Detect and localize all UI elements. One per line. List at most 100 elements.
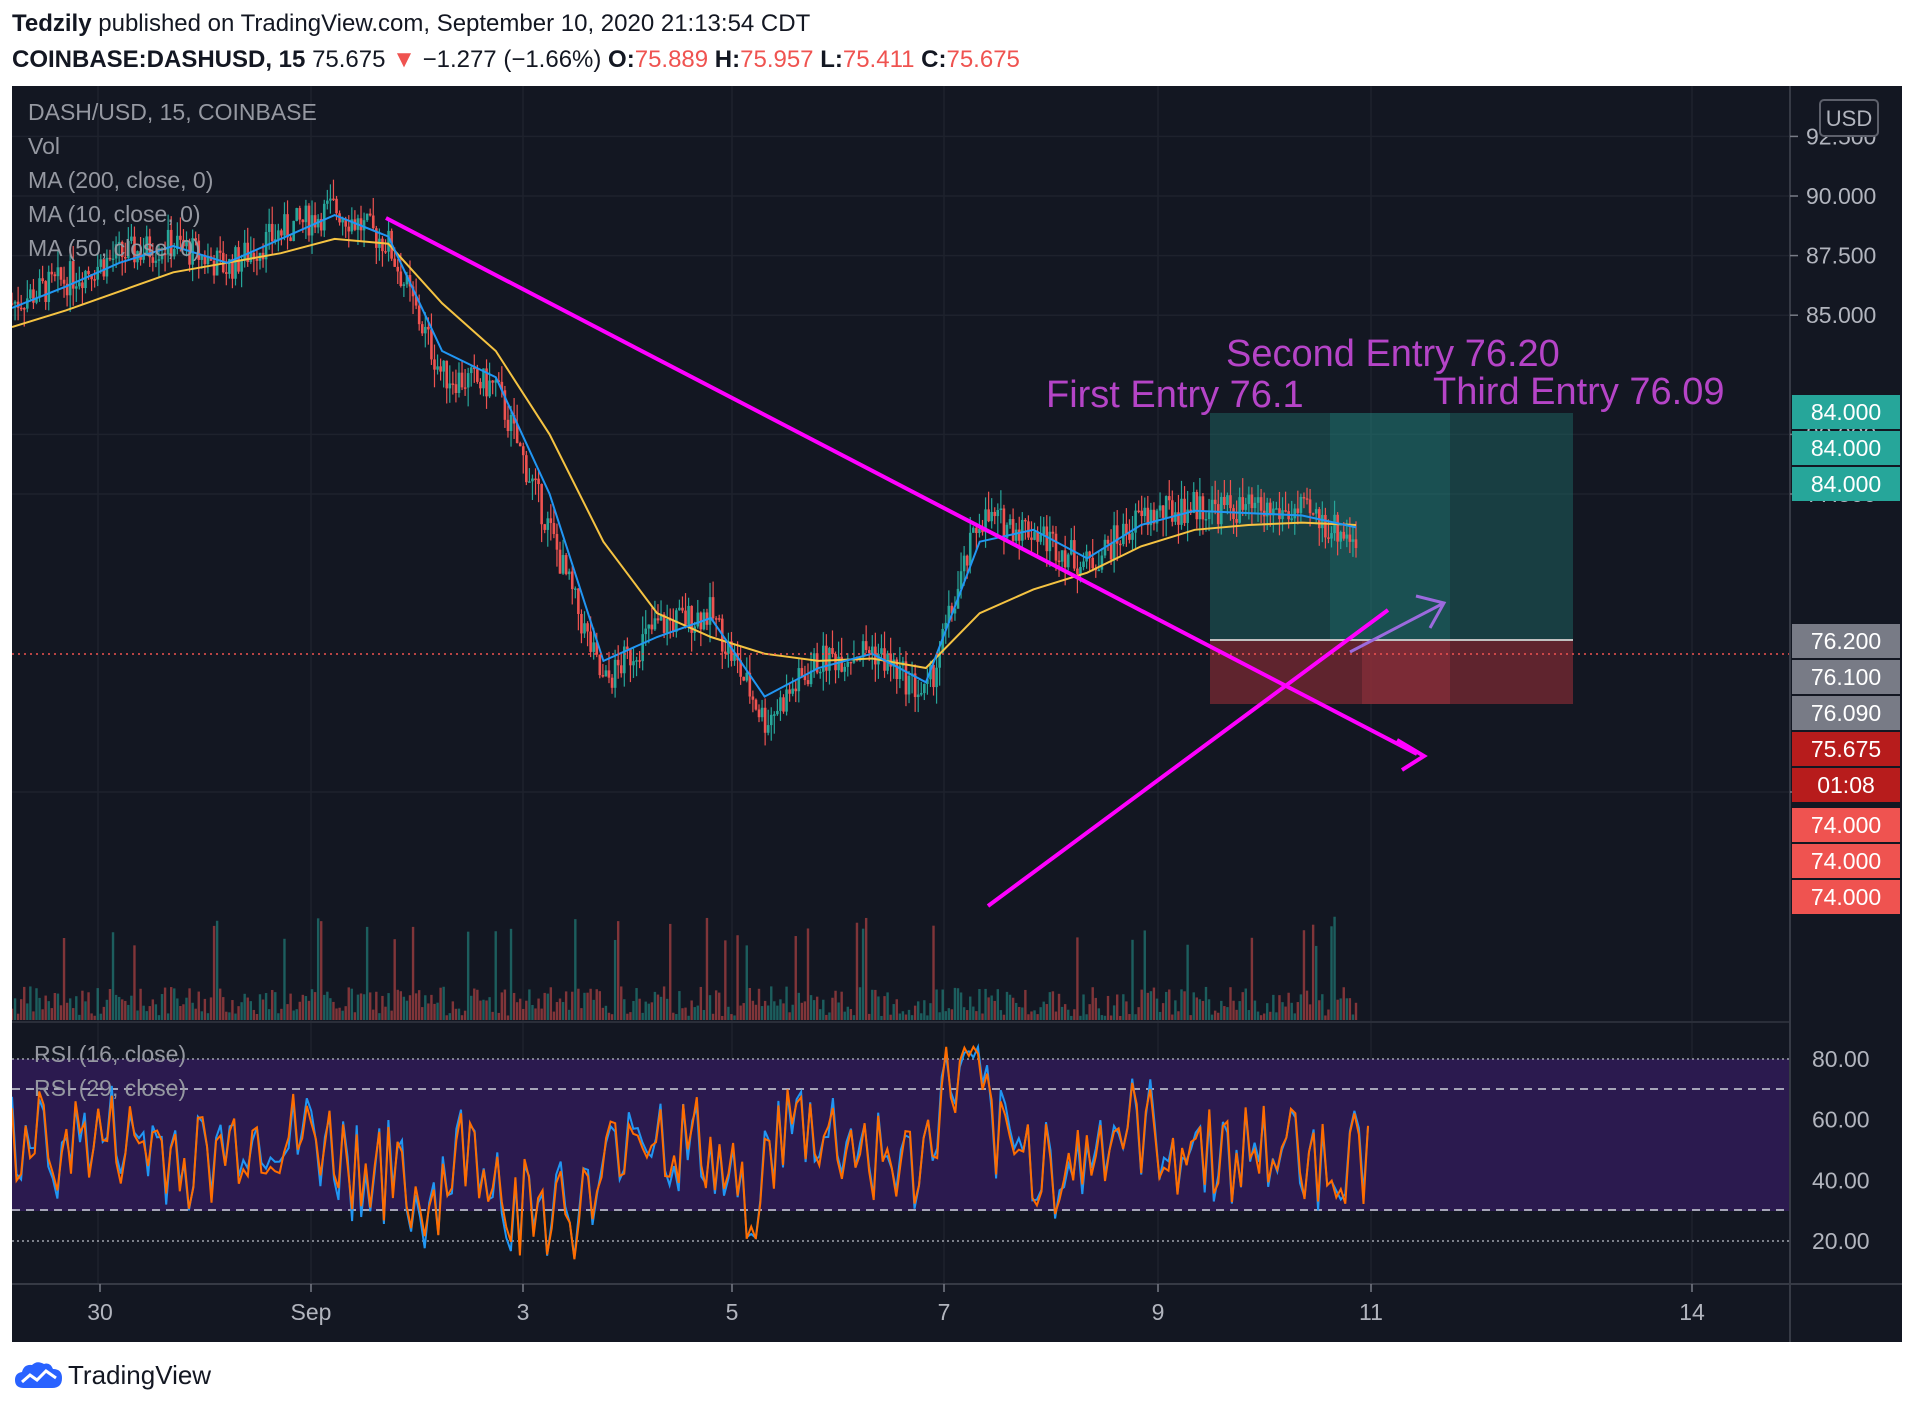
rsi-axis-label: 80.00 (1812, 1046, 1870, 1072)
candle-body (610, 677, 614, 688)
legend-ma200[interactable]: MA (200, close, 0) (28, 167, 213, 193)
volume-bar (160, 994, 164, 1020)
volume-bar (929, 1003, 932, 1020)
candle-body (981, 528, 984, 533)
price-badge-label: 74.000 (1811, 884, 1881, 910)
legend-vol[interactable]: Vol (28, 133, 60, 159)
target-arrow[interactable] (1349, 602, 1443, 654)
chart-area[interactable]: Second Entry 76.20 First Entry 76.1 Thir… (12, 86, 1902, 1342)
tradingview-cloud-icon[interactable] (14, 1360, 64, 1392)
stop-loss-zone[interactable] (1210, 640, 1573, 704)
volume-bar (1336, 999, 1339, 1020)
rsi-axis-label: 60.00 (1812, 1107, 1870, 1133)
candle-body (130, 236, 133, 241)
candle-body (598, 654, 602, 676)
volume-bar (252, 1009, 256, 1020)
volume-bar (1345, 998, 1349, 1020)
candle-body (1125, 523, 1128, 534)
volume-bar (182, 1004, 185, 1020)
volume-bar (745, 945, 748, 1020)
volume-bar (1201, 1000, 1205, 1020)
volume-bar (136, 1010, 139, 1020)
rsi29-line[interactable] (12, 1044, 1369, 1260)
candle-body (102, 259, 106, 277)
volume-bar (696, 1005, 699, 1020)
tradingview-brand[interactable]: TradingView (68, 1360, 212, 1390)
volume-bar (197, 991, 200, 1020)
long-position-tool[interactable] (1210, 413, 1573, 704)
price-badge (1792, 880, 1900, 914)
candle-body (270, 223, 274, 242)
rsi-pane[interactable]: RSI (16, close) RSI (29, close) (12, 1041, 1790, 1260)
time-axis-label: 30 (87, 1299, 113, 1325)
candle-body (1241, 497, 1245, 510)
time-axis[interactable]: 30 Sep 3 5 7 9 11 14 (87, 1284, 1705, 1325)
volume-bar (1011, 997, 1015, 1020)
volume-bar (1293, 1013, 1296, 1020)
author-name[interactable]: Tedzily (12, 10, 92, 37)
candle-body (1213, 499, 1217, 505)
volume-bar (41, 1009, 44, 1020)
volume-bar (727, 1006, 730, 1020)
volume-bar (286, 1004, 289, 1020)
candle-body (1268, 502, 1272, 516)
price-badge-label: 84.000 (1811, 471, 1881, 497)
volume-bar (1342, 987, 1345, 1020)
ascending-trendline[interactable] (986, 608, 1390, 908)
volume-bar (169, 987, 173, 1020)
candle-body (840, 656, 843, 672)
rsi-band (12, 1059, 1790, 1211)
candle-body (1201, 496, 1205, 520)
volume-bar (1097, 1008, 1101, 1020)
candle-body (1051, 531, 1055, 534)
open-label: O: (608, 46, 635, 73)
volume-bar (166, 1013, 170, 1020)
legend-ma50[interactable]: MA (50, close, 0) (28, 235, 201, 261)
volume-bar (1318, 1000, 1321, 1020)
volume-bar (298, 1001, 301, 1020)
volume-bar (35, 988, 38, 1020)
volume-bar (580, 1008, 583, 1020)
candle-body (497, 380, 501, 382)
third-entry-annotation[interactable]: Third Entry 76.09 (1433, 371, 1724, 413)
descending-trendline[interactable] (385, 216, 1418, 756)
candle-body (687, 605, 690, 625)
first-entry-annotation[interactable]: First Entry 76.1 (1046, 374, 1304, 416)
price-badge-label: 84.000 (1811, 435, 1881, 461)
candle-body (405, 275, 409, 285)
candle-body (1177, 512, 1180, 525)
volume-bar (209, 997, 213, 1020)
ma50-line[interactable] (12, 237, 1357, 670)
candle-body (763, 707, 767, 733)
candle-body (601, 675, 605, 677)
candle-body (341, 218, 344, 223)
time-axis-label: 14 (1679, 1299, 1705, 1325)
price-axis-label: 90.000 (1806, 183, 1876, 209)
candle-body (454, 384, 458, 394)
candle-body (861, 641, 865, 658)
candle-body (525, 455, 528, 483)
volume-bar (1281, 1002, 1284, 1020)
candle-body (329, 198, 332, 201)
price-chart[interactable]: Second Entry 76.20 First Entry 76.1 Thir… (12, 86, 1902, 1342)
currency-button[interactable]: USD (1819, 99, 1879, 137)
candle-body (1216, 504, 1220, 525)
rsi-axis[interactable]: 80.00 60.00 40.00 20.00 (1812, 1046, 1870, 1254)
ma10-line[interactable] (12, 214, 1357, 698)
candle-body (424, 326, 427, 334)
volume-bar (206, 1013, 210, 1020)
candle-body (65, 283, 69, 296)
currency-button-frame[interactable] (1819, 99, 1879, 137)
volume-bar (846, 1006, 849, 1020)
candle-body (142, 253, 145, 260)
legend-ma10[interactable]: MA (10, close, 0) (28, 201, 201, 227)
trendlines[interactable] (385, 216, 1447, 908)
candle-body (724, 651, 727, 654)
second-entry-annotation[interactable]: Second Entry 76.20 (1226, 333, 1560, 375)
volume-bar (754, 1004, 758, 1020)
legend-rsi16[interactable]: RSI (16, close) (34, 1041, 186, 1067)
legend-rsi29[interactable]: RSI (29, close) (34, 1075, 186, 1101)
candle-body (234, 247, 237, 279)
legend-symbol[interactable]: DASH/USD, 15, COINBASE (28, 99, 317, 125)
currency-label[interactable]: USD (1826, 106, 1872, 131)
